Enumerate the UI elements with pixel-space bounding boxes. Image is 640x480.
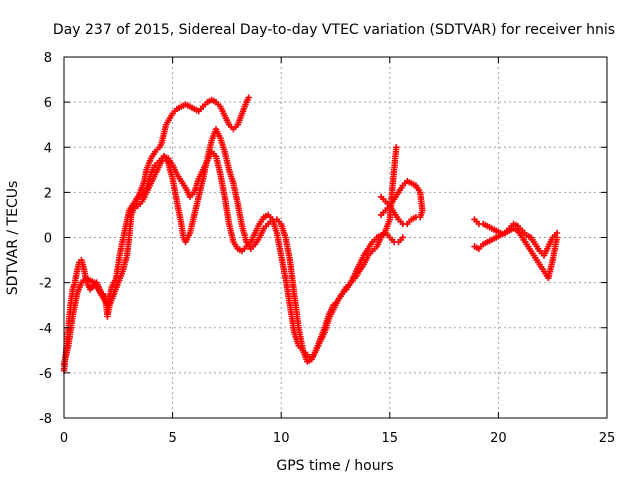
y-tick-label: -6 — [39, 367, 52, 382]
axis-ticks: 0 5 10 15 20 25 -8 -6 -4 -2 0 2 4 6 8 — [39, 51, 615, 446]
data-point-marker — [245, 94, 252, 101]
x-tick-label: 10 — [273, 431, 290, 446]
x-tick-label: 25 — [599, 431, 616, 446]
data-point-marker — [399, 234, 406, 241]
data-series-3 — [126, 148, 406, 363]
data-marks — [60, 94, 561, 374]
y-tick-label: -4 — [39, 322, 52, 337]
data-series-1 — [60, 94, 252, 374]
data-series-6 — [471, 225, 561, 282]
data-point-marker — [553, 234, 561, 241]
data-point-marker — [393, 144, 400, 151]
data-point-marker — [377, 193, 385, 201]
x-tick-label: 0 — [60, 431, 68, 446]
grid-lines — [64, 57, 607, 418]
y-tick-label: 4 — [44, 141, 52, 156]
y-tick-label: 6 — [44, 96, 52, 111]
y-tick-label: 8 — [44, 51, 52, 66]
y-tick-label: -2 — [39, 277, 52, 292]
x-tick-label: 15 — [382, 431, 399, 446]
data-series-4 — [377, 177, 426, 228]
x-tick-label: 20 — [490, 431, 507, 446]
y-tick-label: 2 — [44, 186, 52, 201]
data-series-5 — [471, 216, 561, 259]
data-series-2 — [60, 126, 400, 368]
x-axis-label: GPS time / hours — [276, 458, 393, 474]
chart-title: Day 237 of 2015, Sidereal Day-to-day VTE… — [53, 22, 615, 38]
y-tick-label: -8 — [39, 412, 52, 427]
y-tick-label: 0 — [44, 232, 52, 247]
y-axis-label: SDTVAR / TECUs — [5, 181, 21, 296]
x-tick-label: 5 — [168, 431, 176, 446]
